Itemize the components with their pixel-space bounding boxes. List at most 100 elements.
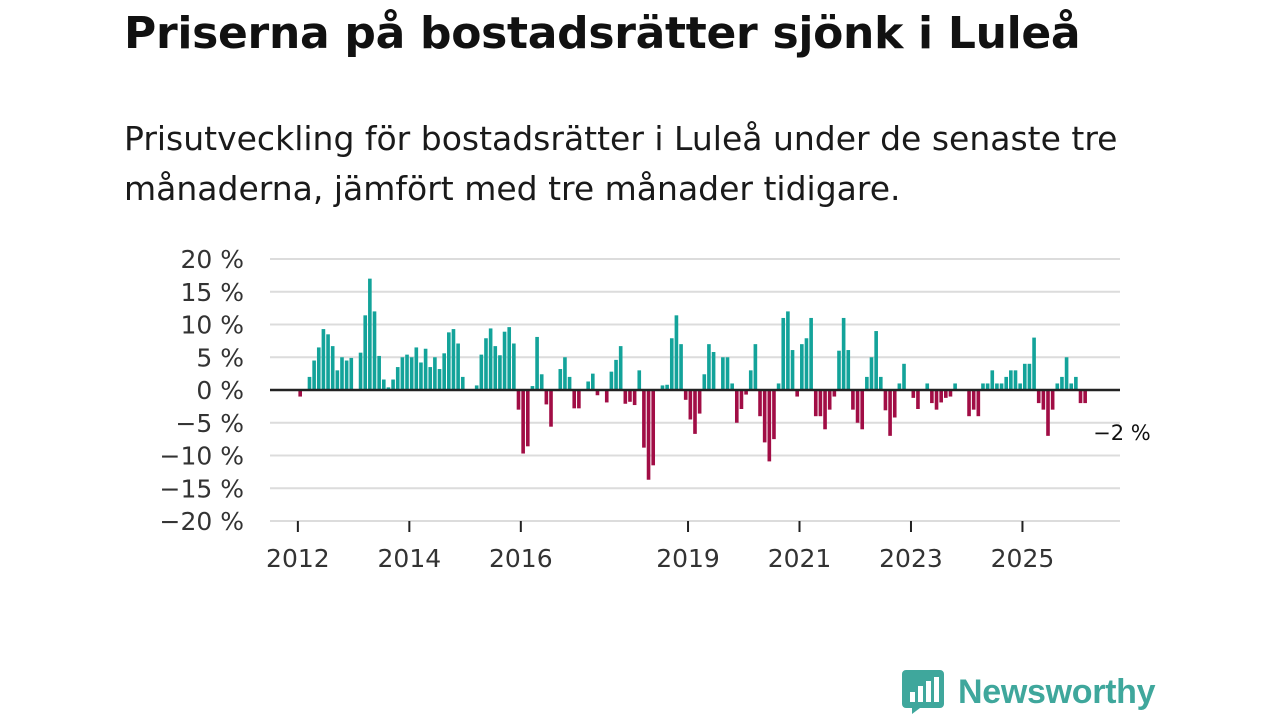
bar-negative [628,390,632,402]
bar-positive [512,343,516,390]
bar-positive [730,383,734,390]
bar-negative [911,390,916,398]
y-tick-label: −10 % [160,442,244,471]
bar-positive [368,278,372,390]
bar-positive [1074,376,1078,390]
bar-positive [674,315,679,390]
bar-negative [1041,390,1046,410]
bar-positive [312,360,316,390]
bar-positive [307,376,312,390]
bar-positive [995,383,999,390]
bar-negative [818,390,823,417]
bar-positive [507,327,512,390]
bar-positive [786,311,790,390]
bar-negative [697,390,702,414]
bar-positive [340,357,344,390]
bar-positive [558,369,563,390]
bar-positive [837,350,841,390]
bar-negative [976,390,981,417]
bar-negative [1050,390,1055,410]
chart-title: Priserna på bostadsrätter sjönk i Luleå [124,8,1081,59]
bar-negative [762,390,767,443]
bar-negative [948,390,953,397]
bar-positive [493,346,498,390]
bar-positive [1069,383,1074,390]
bar-positive [902,363,906,390]
bar-positive [479,354,484,390]
bar-negative [1083,390,1087,404]
bar-positive [498,355,502,390]
x-tick-label: 2025 [991,544,1055,573]
bar-positive [442,353,446,390]
bar-positive [925,383,930,390]
bar-negative [939,390,943,403]
bar-positive [1004,376,1009,390]
x-tick-label: 2014 [378,544,442,573]
bar-positive [707,344,711,390]
bar-positive [423,348,428,390]
bar-positive [748,370,753,390]
bar-negative [1078,390,1083,404]
y-tick-label: −15 % [160,474,244,503]
bar-positive [381,379,386,390]
bar-positive [419,362,423,390]
bar-positive [586,381,590,390]
bar-positive [563,357,567,390]
bar-negative [823,390,827,430]
bar-series [298,278,1087,480]
bar-negative [734,390,739,423]
bar-negative [683,390,688,400]
bar-negative [549,390,553,427]
bar-negative [772,390,776,440]
newsworthy-logo-icon [902,670,944,714]
bar-positive [897,383,902,390]
bar-positive [321,329,326,390]
brand-logo: Newsworthy [902,670,1156,714]
y-tick-label: 0 % [196,376,244,405]
bar-positive [474,385,479,390]
bar-negative [1036,390,1041,404]
bar-positive [409,357,414,390]
bar-positive [790,350,795,390]
y-tick-label: 20 % [180,245,244,274]
bar-negative [572,390,577,409]
y-tick-label: 5 % [196,343,244,372]
bar-positive [395,367,400,390]
y-tick-label: −20 % [160,507,244,536]
brand-name: Newsworthy [958,672,1156,711]
bar-negative [851,390,855,410]
bar-positive [391,379,395,390]
bar-positive [660,385,665,390]
bar-positive [609,371,614,390]
bar-negative [1046,390,1050,436]
bar-negative [298,390,302,397]
bar-positive [753,344,758,390]
x-tick-label: 2019 [656,544,720,573]
bar-positive [344,360,349,390]
bar-positive [865,376,869,390]
bar-positive [349,357,354,390]
bar-positive [447,332,451,390]
bar-positive [725,357,730,390]
bar-positive [437,369,442,390]
bar-positive [414,347,419,390]
bar-positive [1032,337,1036,390]
bar-negative [688,390,693,420]
x-tick-label: 2023 [879,544,943,573]
bar-positive [669,338,674,390]
bar-positive [1027,363,1032,390]
bar-negative [934,390,939,410]
bar-positive [1018,383,1022,390]
bar-negative [651,390,656,466]
bar-negative [944,390,948,398]
bar-negative [860,390,865,430]
bar-positive [665,384,669,390]
bar-negative [595,390,600,396]
y-tick-label: −5 % [175,409,244,438]
bar-negative [767,390,772,462]
bar-negative [604,390,609,403]
bar-positive [405,354,409,390]
bar-positive [999,383,1004,390]
bar-positive [776,383,781,390]
